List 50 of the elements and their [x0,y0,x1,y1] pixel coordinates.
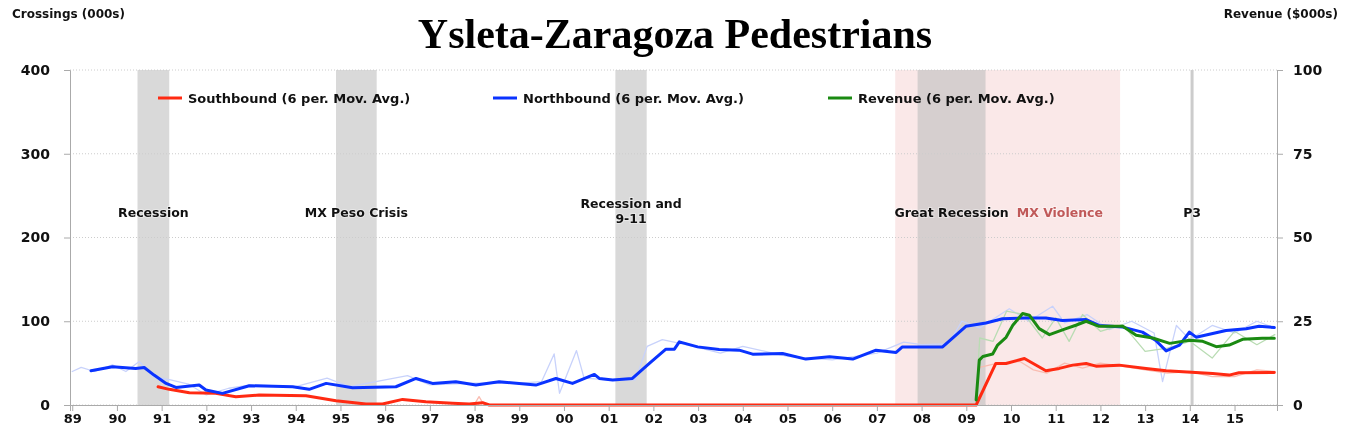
y-tick-label: 100 [20,313,51,330]
x-tick-label: 93 [242,411,261,427]
x-tick-label: 89 [63,411,82,427]
x-tick-label: 10 [1002,411,1021,427]
legend-label: Northbound (6 per. Mov. Avg.) [523,91,744,106]
legend-label: Revenue (6 per. Mov. Avg.) [858,91,1055,106]
x-tick-label: 06 [823,411,842,427]
x-tick-label: 09 [957,411,976,427]
x-tick-label: 98 [466,411,485,427]
x-tick-label: 92 [197,411,216,427]
band-label: Great Recession [894,205,1009,220]
x-tick-label: 05 [778,411,798,427]
y2-tick-label: 0 [1293,396,1303,413]
y-tick-label: 300 [20,145,51,162]
x-tick-label: 03 [689,411,708,427]
x-tick-label: 96 [376,411,395,427]
x-tick-label: 91 [153,411,172,427]
x-tick-label: 01 [600,411,619,427]
legend-label: Southbound (6 per. Mov. Avg.) [188,91,411,106]
ref-line-label: P3 [1183,205,1201,220]
y2-axis-title: Revenue ($000s) [1223,7,1338,21]
x-tick-label: 00 [555,411,574,427]
y2-tick-label: 100 [1293,61,1323,78]
y-tick-label: 400 [20,61,51,78]
x-tick-label: 08 [913,411,932,427]
x-tick-label: 13 [1136,411,1155,427]
x-tick-label: 14 [1181,411,1200,427]
y-tick-label: 200 [20,229,51,246]
line-series [156,356,1276,407]
x-tick-label: 90 [108,411,127,427]
chart-title: Ysleta-Zaragoza Pedestrians [417,11,933,57]
x-tick-label: 02 [644,411,663,427]
x-tick-label: 12 [1091,411,1110,427]
x-tick-label: 95 [331,411,350,427]
x-tick-label: 07 [868,411,887,427]
x-tick-label: 97 [421,411,440,427]
band-label: Recession and 9-11 [580,196,682,226]
y2-tick-label: 75 [1293,145,1313,162]
x-tick-label: 94 [287,411,306,427]
x-tick-label: 04 [734,411,753,427]
x-tick-label: 99 [510,411,529,427]
y-axis-title: Crossings (000s) [12,7,125,21]
y2-tick-label: 50 [1293,229,1313,246]
band-label: MX Peso Crisis [304,205,408,220]
band-label: MX Violence [1016,205,1104,220]
x-tick-label: 15 [1225,411,1245,427]
band-label: Recession [118,205,189,220]
x-tick-label: 11 [1047,411,1066,427]
y-tick-label: 0 [40,396,51,413]
y2-tick-label: 25 [1293,313,1313,330]
